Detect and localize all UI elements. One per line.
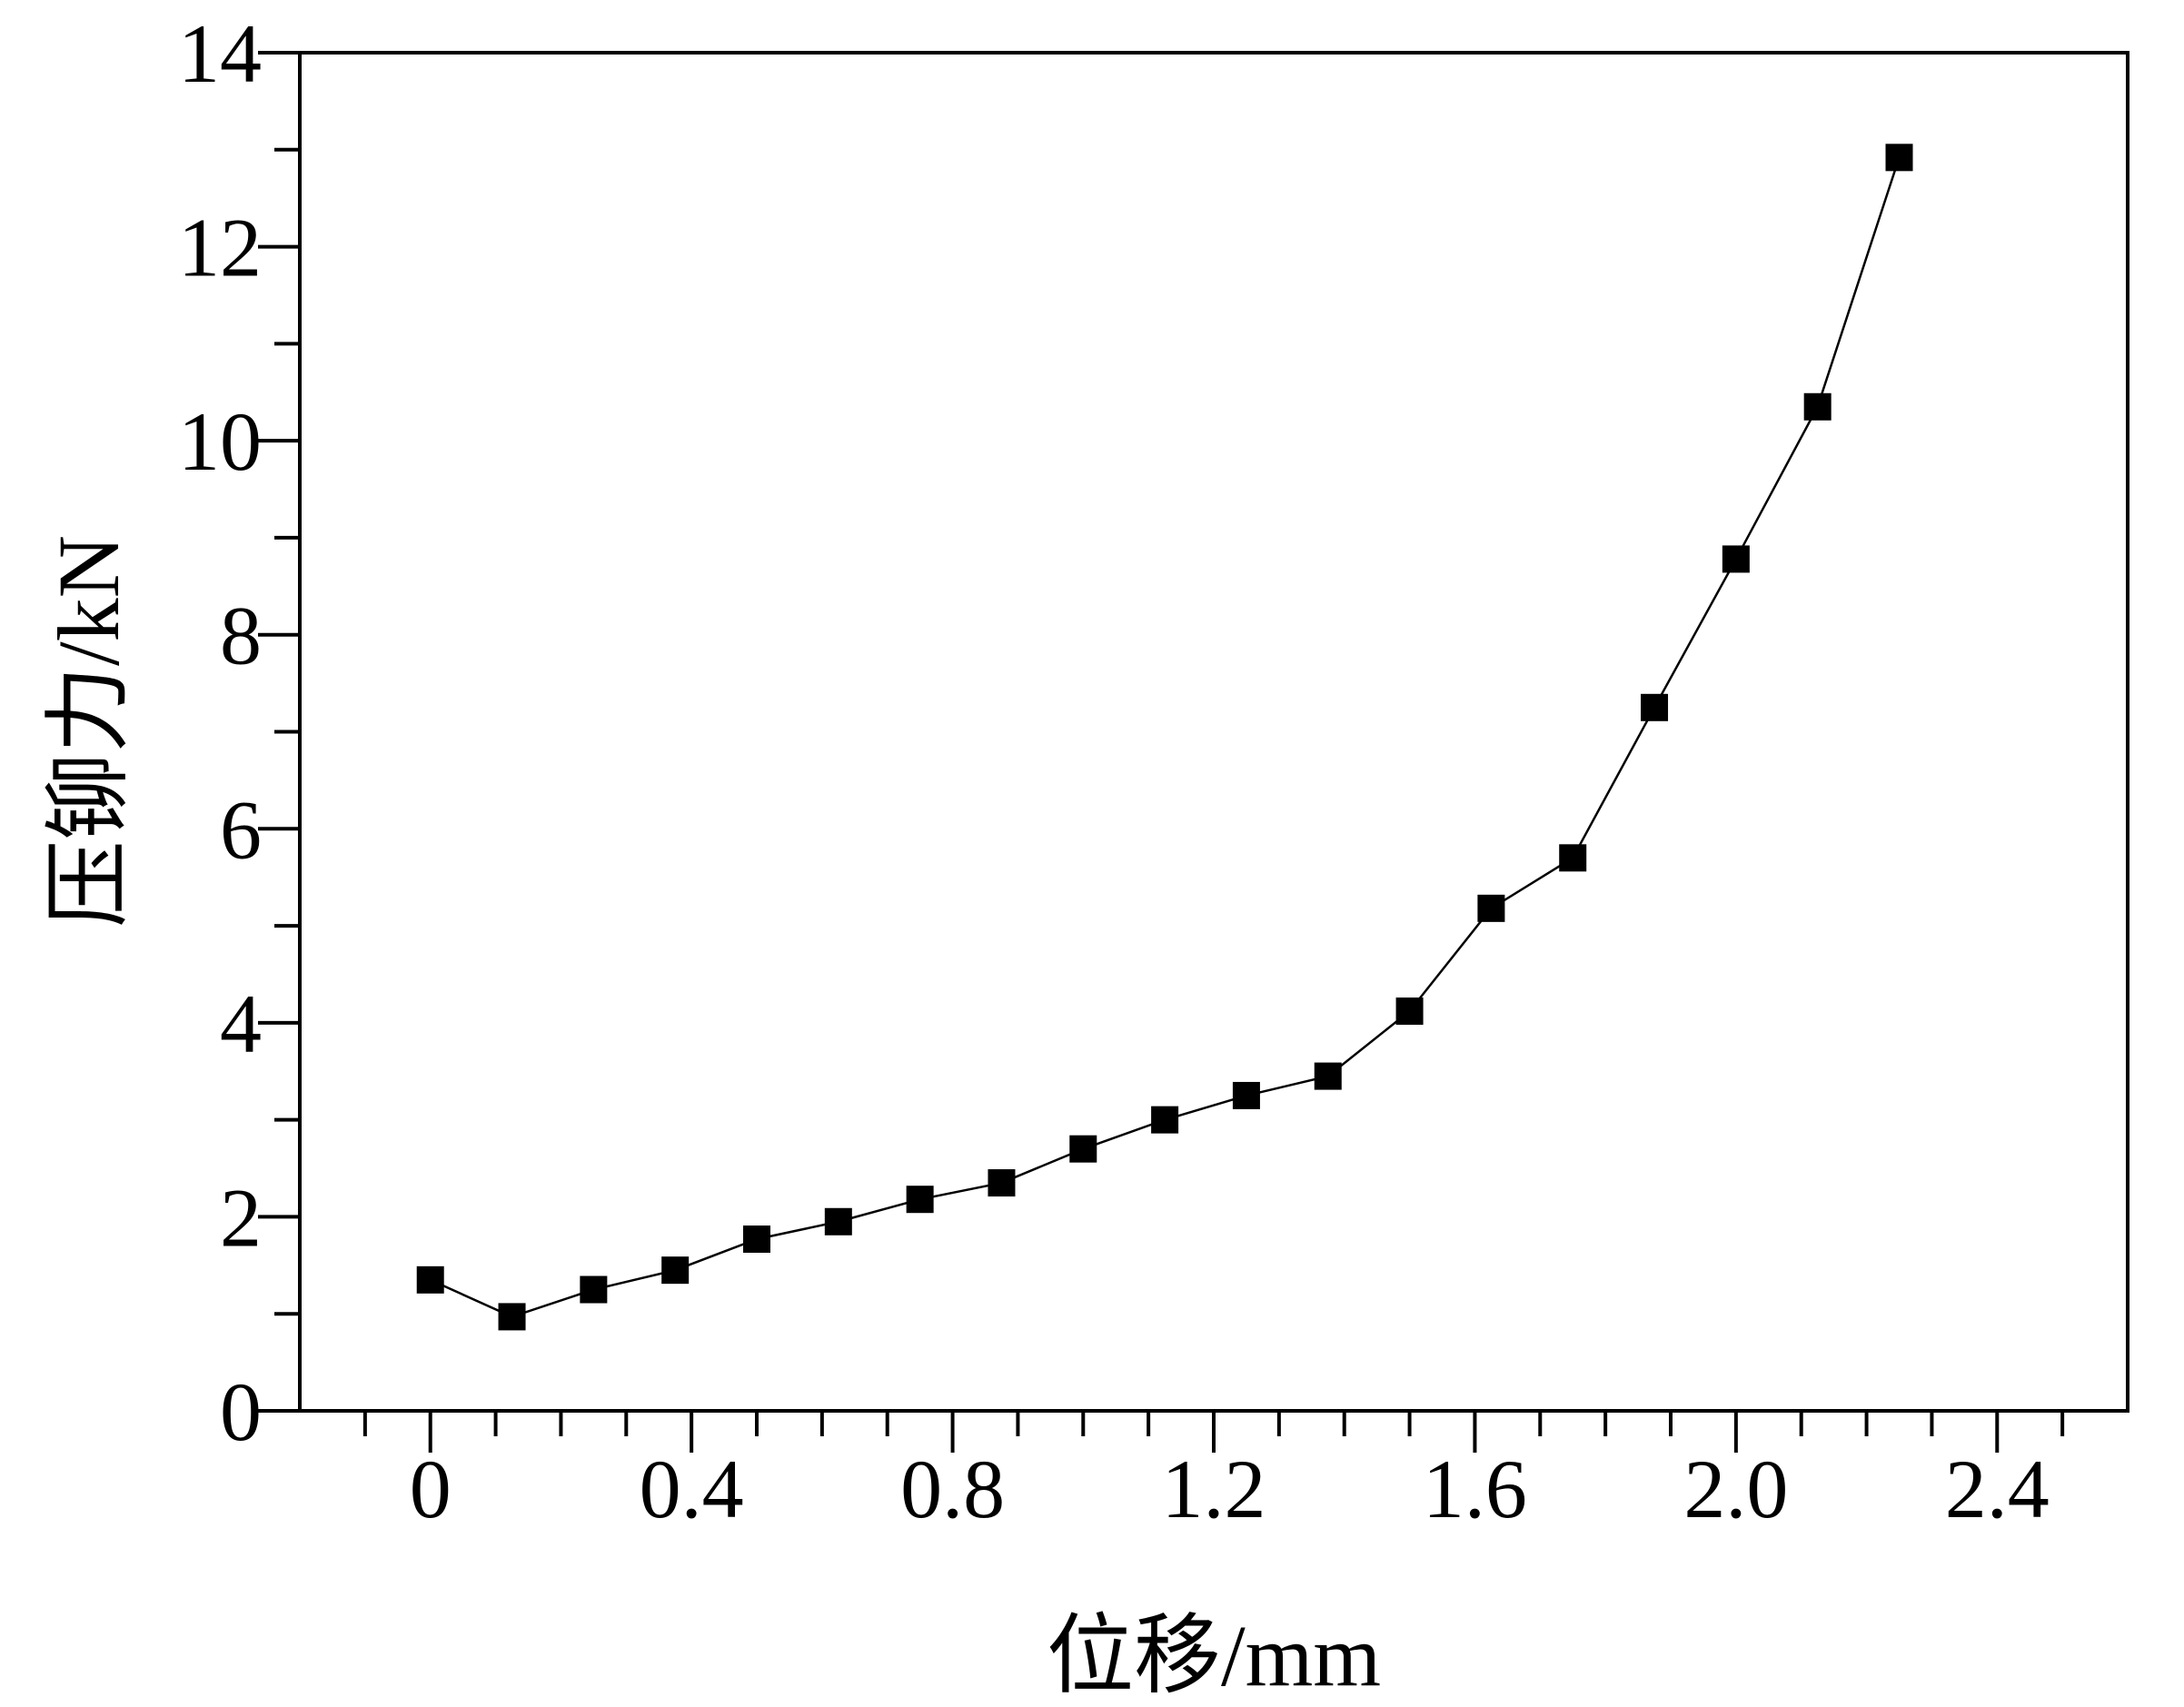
data-point (1803, 392, 1832, 421)
x-tick-label: 2.4 (1945, 1443, 2050, 1535)
y-tick-label: 4 (220, 978, 262, 1070)
x-tick-label: 0.8 (900, 1443, 1005, 1535)
data-point (1559, 844, 1587, 872)
y-tick-label: 0 (220, 1365, 262, 1458)
data-point (988, 1169, 1016, 1197)
x-axis-title: 位移/mm (1047, 1607, 1381, 1704)
y-tick-label: 10 (178, 395, 262, 488)
y-tick-label: 12 (178, 202, 262, 294)
y-axis-title: 压铆力/kN (40, 535, 137, 928)
data-point (498, 1303, 526, 1331)
data-markers (416, 144, 1913, 1331)
data-point (416, 1265, 444, 1294)
data-point (1477, 894, 1505, 922)
data-point (1722, 545, 1750, 573)
y-tick-label: 14 (178, 7, 262, 100)
minor-ticks (274, 147, 2065, 1436)
y-tick-label: 2 (220, 1171, 262, 1264)
major-ticks (258, 51, 2000, 1453)
x-tick-label: 2.0 (1683, 1443, 1788, 1535)
x-tick-labels: 0 0.4 0.8 1.2 1.6 2.0 2.4 (410, 1443, 2050, 1535)
y-tick-labels: 0 2 4 6 8 10 12 14 (178, 7, 262, 1458)
series-line (430, 156, 1901, 1318)
data-point (1395, 997, 1424, 1026)
x-tick-label: 0.4 (640, 1443, 744, 1535)
data-point (1069, 1135, 1097, 1163)
data-point (824, 1207, 852, 1236)
data-point (580, 1275, 608, 1304)
y-tick-label: 6 (220, 783, 262, 876)
x-tick-label: 1.2 (1162, 1443, 1266, 1535)
data-point (661, 1256, 690, 1285)
data-point (1232, 1081, 1260, 1109)
data-point (1885, 144, 1913, 172)
x-tick-label: 0 (410, 1443, 452, 1535)
data-point (743, 1225, 770, 1253)
y-tick-label: 8 (220, 590, 262, 682)
data-point (1314, 1062, 1342, 1090)
data-point (1641, 693, 1669, 721)
data-point (1151, 1106, 1179, 1134)
plot-frame (298, 51, 2129, 1413)
x-tick-label: 1.6 (1423, 1443, 1527, 1535)
data-point (906, 1186, 934, 1214)
